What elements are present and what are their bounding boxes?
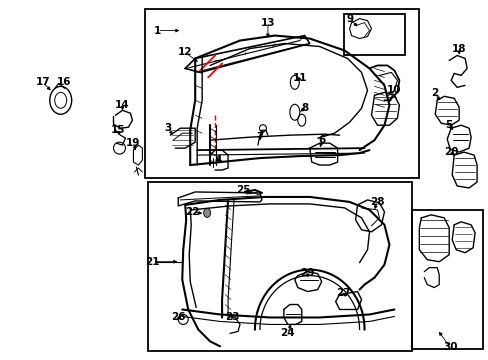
Text: 25: 25	[235, 185, 250, 195]
Text: 22: 22	[184, 207, 199, 217]
Text: 27: 27	[336, 288, 350, 298]
Text: 17: 17	[36, 77, 50, 87]
Text: 15: 15	[111, 125, 125, 135]
Text: 2: 2	[430, 88, 437, 98]
Text: 28: 28	[369, 197, 384, 207]
Text: 30: 30	[442, 342, 456, 352]
Text: 13: 13	[260, 18, 275, 28]
Text: 29: 29	[300, 267, 314, 278]
Bar	[343, 14, 405, 55]
Text: 24: 24	[280, 328, 295, 338]
Text: 4: 4	[214, 155, 222, 165]
Text: 7: 7	[256, 132, 263, 142]
Text: 18: 18	[451, 44, 466, 54]
Text: 5: 5	[445, 120, 452, 130]
Text: 19: 19	[126, 138, 141, 148]
Text: 14: 14	[115, 100, 129, 110]
Text: 10: 10	[386, 85, 401, 95]
Bar	[411, 210, 482, 349]
Text: 16: 16	[56, 77, 71, 87]
Text: 23: 23	[224, 312, 239, 323]
Text: 21: 21	[145, 257, 159, 267]
Text: 8: 8	[301, 103, 308, 113]
Text: 3: 3	[164, 123, 172, 133]
Text: 9: 9	[346, 14, 352, 24]
Bar	[145, 9, 419, 178]
Text: 1: 1	[153, 26, 161, 36]
Text: 26: 26	[171, 312, 185, 323]
Bar	[148, 182, 411, 351]
Text: 20: 20	[443, 147, 458, 157]
Ellipse shape	[203, 208, 210, 217]
Text: 12: 12	[178, 48, 192, 58]
Text: 11: 11	[292, 73, 306, 84]
Text: 6: 6	[317, 135, 325, 145]
